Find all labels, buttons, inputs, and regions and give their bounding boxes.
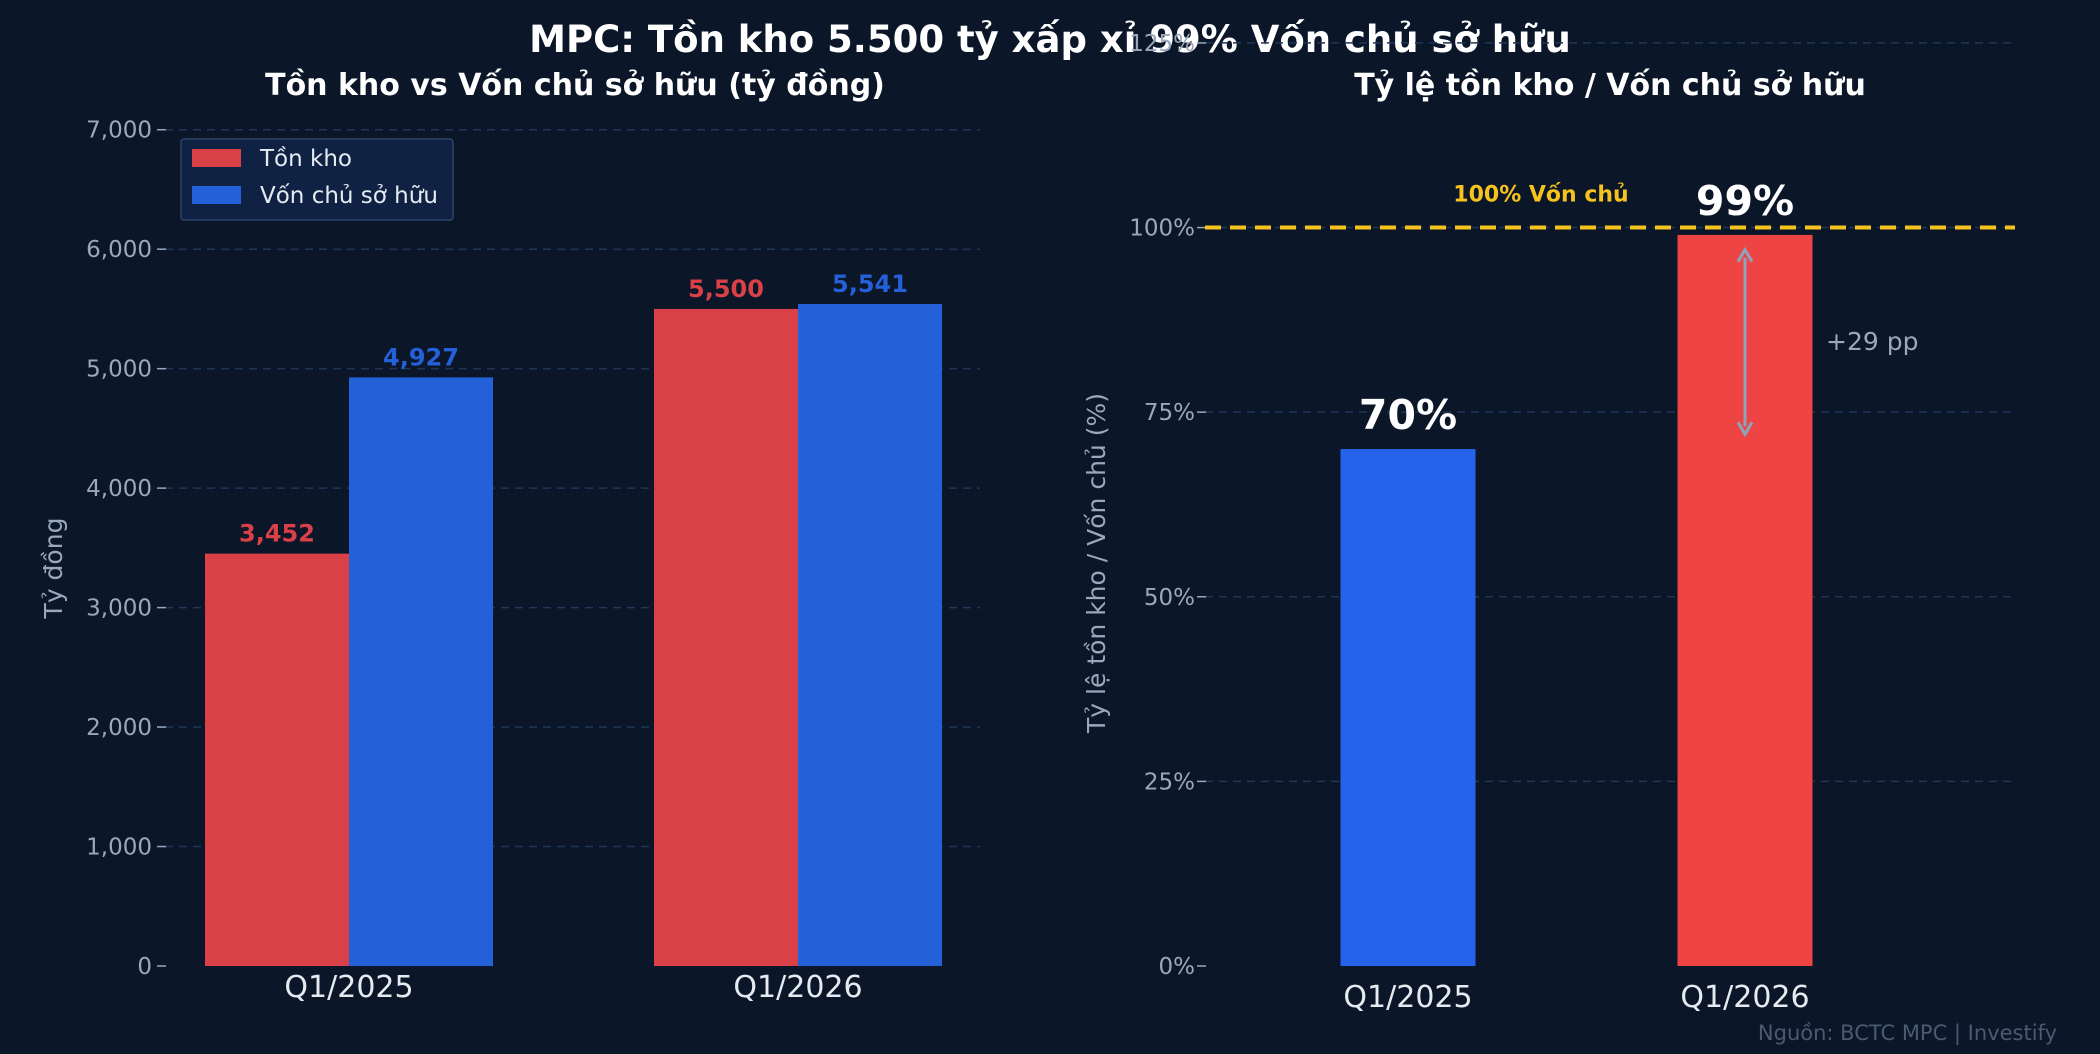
right-y-tick-label: 25% [1144,769,1195,795]
left-x-tick-label: Q1/2025 [284,970,413,1005]
right-x-tick-label: Q1/2026 [1680,980,1809,1015]
left-y-tick-label: 0 [137,954,152,980]
left-x-tick-label: Q1/2026 [733,970,862,1005]
left-x-axis-ticks: Q1/2025 Q1/2026 [284,970,862,1005]
legend-swatch-ton-kho [192,149,241,167]
left-bars: 3,452 4,927 5,500 5,541 [205,270,942,967]
left-y-tick-label: 6,000 [86,237,152,263]
left-y-tick-label: 2,000 [86,715,152,741]
right-chart: Tỷ lệ tồn kho / Vốn chủ sở hữu 0% 25% 50% 7… [1082,31,2015,1015]
bar-von-chu-Q1-2026 [798,304,942,967]
right-chart-title: Tỷ lệ tồn kho / Vốn chủ sở hữu [1354,68,1866,103]
legend-swatch-von-chu [192,186,241,204]
bar-von-chu-Q1-2025 [349,377,493,967]
bar-value-label: 5,500 [688,275,764,303]
legend-label-von-chu: Vốn chủ sở hữu [260,183,438,209]
left-y-tick-label: 1,000 [86,835,152,861]
change-annotation: +29 pp [1736,246,1918,438]
ratio-value-label: 99% [1696,177,1794,225]
bar-ton-kho-Q1-2025 [205,553,349,966]
right-y-tick-label: 100% [1129,216,1195,242]
source-note: Nguồn: BCTC MPC | Investify [1758,1021,2057,1046]
change-arrow-head-up [1736,246,1754,263]
left-y-axis-ticks: 0 1,000 2,000 3,000 4,000 5,000 6,000 7,000 [86,118,166,980]
right-y-axis-ticks: 0% 25% 50% 75% 100% 125% [1129,31,1206,980]
change-label: +29 pp [1826,327,1918,356]
right-gridlines [1205,42,2015,783]
bar-value-label: 4,927 [383,343,459,371]
change-arrow-head-down [1736,421,1754,438]
left-y-axis-label: Tỷ đồng [39,518,68,620]
main-title: MPC: Tồn kho 5.500 tỷ xấp xỉ 99% Vốn chủ… [529,18,1571,61]
right-y-tick-label: 75% [1144,400,1195,426]
right-y-tick-label: 50% [1144,585,1195,611]
right-y-axis-label: Tỷ lệ tồn kho / Vốn chủ (%) [1082,393,1111,734]
reference-line-group: 100% Vốn chủ [1205,183,2015,230]
bar-value-label: 5,541 [832,270,908,298]
left-chart-title: Tồn kho vs Vốn chủ sở hữu (tỷ đồng) [265,68,885,103]
legend-label-ton-kho: Tồn kho [259,146,352,172]
left-y-tick-label: 3,000 [86,596,152,622]
bar-ton-kho-Q1-2026 [654,308,798,966]
right-bars: 70% 99% [1340,177,1813,967]
left-y-tick-label: 7,000 [86,118,152,144]
reference-line-label: 100% Vốn chủ [1453,183,1628,208]
right-x-tick-label: Q1/2025 [1343,980,1472,1015]
left-y-tick-label: 5,000 [86,357,152,383]
left-chart: Tồn kho vs Vốn chủ sở hữu (tỷ đồng) 0 1,0… [39,68,980,1005]
legend-box [180,138,454,221]
right-y-tick-label: 125% [1129,31,1195,57]
right-y-tick-label: 0% [1159,954,1196,980]
bar-value-label: 3,452 [239,520,315,548]
ratio-bar-Q1-2025 [1340,449,1476,967]
right-x-axis-ticks: Q1/2025 Q1/2026 [1343,980,1809,1015]
legend: Tồn kho Vốn chủ sở hữu [180,138,454,221]
left-y-tick-label: 4,000 [86,476,152,502]
ratio-value-label: 70% [1359,391,1457,439]
